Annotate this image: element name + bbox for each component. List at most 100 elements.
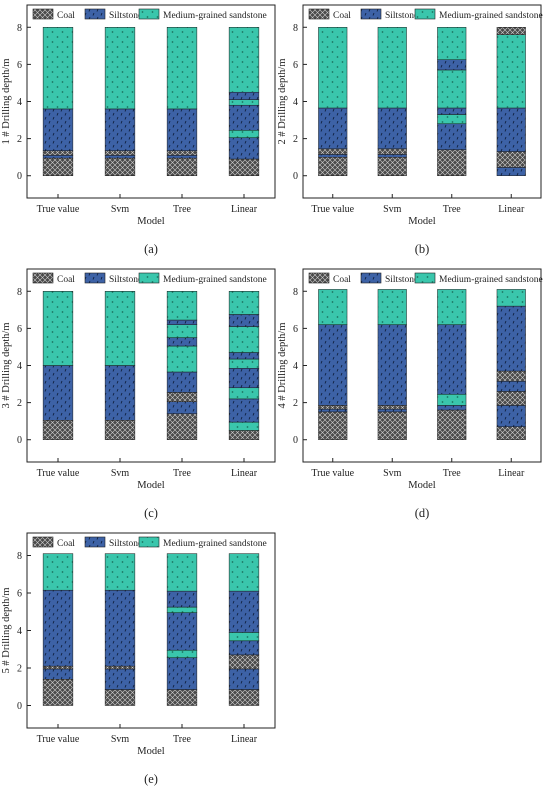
bar-segment-coal bbox=[318, 411, 348, 440]
bar-segment-coal bbox=[228, 430, 260, 440]
bar-segment-siltstone bbox=[496, 107, 526, 152]
y-tick-label: 4 bbox=[17, 97, 22, 108]
x-tick-label: Tree bbox=[173, 734, 192, 745]
bar-segment-siltstone bbox=[166, 657, 198, 690]
bar-segment-sandstone bbox=[228, 291, 260, 315]
x-tick-label: Tree bbox=[443, 468, 462, 479]
legend: Coal Siltstone Medium-grained sandstone bbox=[32, 272, 267, 285]
legend-swatch-sandstone bbox=[138, 272, 160, 284]
bar-segment-sandstone bbox=[228, 387, 260, 400]
bar-segment-siltstone bbox=[104, 365, 136, 421]
y-tick-label: 2 bbox=[17, 664, 22, 675]
bar-segment-siltstone bbox=[42, 365, 74, 421]
bar-segment-sandstone bbox=[104, 553, 136, 591]
x-tick-label: Svm bbox=[111, 204, 130, 215]
x-tick-label: True value bbox=[37, 204, 80, 215]
bar-segment-siltstone bbox=[377, 107, 407, 150]
x-axis-label: Model bbox=[408, 216, 435, 227]
bar-segment-siltstone bbox=[437, 123, 467, 151]
y-tick-label: 2 bbox=[293, 134, 298, 145]
y-tick-label: 6 bbox=[293, 324, 298, 335]
chart-panel: Coal Siltstone Medium-grained sandstone024… bbox=[277, 268, 543, 520]
x-tick-label: Svm bbox=[111, 468, 130, 479]
bar-segment-coal bbox=[42, 419, 74, 440]
bar-segment-siltstone bbox=[228, 352, 260, 360]
bar-segment-coal bbox=[377, 148, 407, 155]
bar-segment-coal bbox=[437, 409, 467, 440]
bar-segment-siltstone bbox=[377, 324, 407, 406]
legend-swatch-coal bbox=[32, 272, 54, 284]
legend-label-coal: Coal bbox=[57, 275, 75, 285]
bar-segment-sandstone bbox=[228, 358, 260, 369]
bar-segment-siltstone bbox=[228, 668, 260, 690]
bar-segment-sandstone bbox=[166, 291, 198, 321]
bar-segment-siltstone bbox=[318, 324, 348, 406]
x-tick-label: Linear bbox=[498, 204, 525, 215]
bar-segment-sandstone bbox=[228, 27, 260, 93]
bar-segment-sandstone bbox=[104, 27, 136, 110]
bar-segment-coal bbox=[42, 679, 74, 706]
bar-segment-siltstone bbox=[377, 154, 407, 158]
bar-segment-siltstone bbox=[166, 371, 198, 393]
x-tick-label: Linear bbox=[231, 468, 258, 479]
y-tick-label: 8 bbox=[17, 551, 22, 562]
y-axis-label: 4 # Drilling depth/m bbox=[277, 322, 288, 408]
legend-label-coal: Coal bbox=[57, 539, 75, 549]
bar-segment-coal bbox=[318, 148, 348, 155]
bar-segment-coal bbox=[437, 149, 467, 176]
bar-segment-coal bbox=[42, 150, 74, 156]
bar-segment-siltstone bbox=[166, 108, 198, 151]
bar-segment-sandstone bbox=[228, 553, 260, 592]
bar-segment-sandstone bbox=[166, 606, 198, 613]
bar-segment-siltstone bbox=[166, 319, 198, 325]
bar-segment-siltstone bbox=[42, 589, 74, 667]
bar-segment-coal bbox=[104, 150, 136, 156]
y-tick-label: 8 bbox=[17, 287, 22, 298]
y-tick-label: 0 bbox=[17, 701, 22, 712]
bar-segment-siltstone bbox=[318, 107, 348, 150]
panel-label: (a) bbox=[144, 242, 158, 256]
legend-swatch-sandstone bbox=[138, 536, 160, 548]
y-tick-label: 0 bbox=[293, 435, 298, 446]
bar-segment-coal bbox=[318, 405, 348, 410]
x-axis-label: Model bbox=[408, 480, 435, 491]
legend-swatch-sandstone bbox=[414, 272, 436, 284]
bar-segment-coal bbox=[496, 370, 526, 382]
legend: Coal Siltstone Medium-grained sandstone bbox=[32, 536, 267, 549]
bar-segment-sandstone bbox=[437, 27, 467, 60]
y-tick-label: 2 bbox=[293, 398, 298, 409]
legend-label-sandstone: Medium-grained sandstone bbox=[163, 539, 267, 549]
legend-swatch-sandstone bbox=[414, 8, 436, 20]
bar-segment-coal bbox=[228, 654, 260, 670]
x-tick-label: Linear bbox=[231, 734, 258, 745]
bar-segment-sandstone bbox=[166, 27, 198, 110]
bar-segment-coal bbox=[496, 27, 526, 35]
legend-label-coal: Coal bbox=[57, 11, 75, 21]
legend: Coal Siltstone Medium-grained sandstone bbox=[308, 272, 543, 285]
bar-segment-sandstone bbox=[42, 27, 74, 110]
bar-segment-sandstone bbox=[437, 114, 467, 125]
bar-segment-sandstone bbox=[104, 291, 136, 366]
bar-segment-siltstone bbox=[228, 314, 260, 327]
legend-label-siltstone: Siltstone bbox=[385, 11, 418, 21]
bar-segment-siltstone bbox=[166, 155, 198, 159]
y-axis-label: 1 # Drilling depth/m bbox=[1, 58, 12, 144]
bar-segment-siltstone bbox=[496, 305, 526, 372]
legend-label-coal: Coal bbox=[333, 275, 351, 285]
panel-label: (b) bbox=[415, 242, 430, 256]
y-tick-label: 0 bbox=[293, 171, 298, 182]
bar-segment-siltstone bbox=[496, 405, 526, 427]
y-tick-label: 6 bbox=[17, 60, 22, 71]
legend-swatch-siltstone bbox=[360, 8, 382, 20]
y-tick-label: 8 bbox=[17, 23, 22, 34]
bar-segment-sandstone bbox=[228, 632, 260, 642]
y-tick-label: 6 bbox=[17, 324, 22, 335]
legend-swatch-coal bbox=[32, 8, 54, 20]
bar-segment-siltstone bbox=[104, 108, 136, 151]
legend-label-siltstone: Siltstone bbox=[385, 275, 418, 285]
bar-segment-coal bbox=[166, 157, 198, 176]
legend: Coal Siltstone Medium-grained sandstone bbox=[308, 8, 543, 21]
bar-segment-coal bbox=[318, 156, 348, 176]
bar-segment-coal bbox=[104, 157, 136, 176]
y-axis-label: 2 # Drilling depth/m bbox=[277, 58, 288, 144]
